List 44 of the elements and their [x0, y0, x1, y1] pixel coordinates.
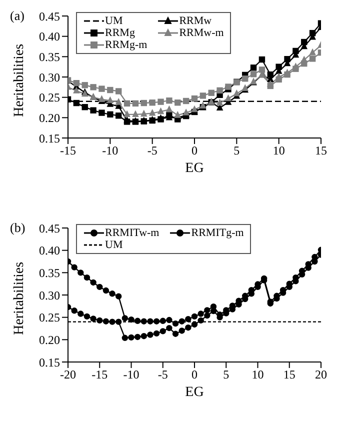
x-tick-label: -15	[60, 144, 76, 158]
y-tick-label: 0.25	[39, 90, 60, 105]
legend-label: RRMg	[105, 27, 135, 39]
x-axis-title: EG	[185, 385, 204, 400]
x-tick-label: -15	[92, 368, 108, 382]
y-tick-label: 0.30	[39, 70, 60, 84]
y-axis-title: Heritabilities	[12, 44, 27, 117]
x-tick-label: -10	[102, 144, 118, 158]
x-tick-label: 20	[315, 368, 327, 382]
legend-label: RRMw-m	[179, 27, 224, 39]
legend-label: UM	[105, 239, 123, 251]
y-tick-label: 0.30	[39, 288, 60, 302]
text: (b)	[10, 220, 26, 236]
x-axis-title: EG	[185, 161, 204, 176]
y-tick-label: 0.20	[39, 332, 60, 347]
y-tick-label: 0.35	[39, 50, 60, 64]
x-tick-label: -5	[158, 368, 168, 382]
y-tick-label: 0.40	[39, 244, 60, 258]
y-tick-label: 0.45	[39, 9, 60, 24]
y-tick-label: 0.35	[39, 266, 60, 280]
legend-label: RRMITg-m	[191, 227, 244, 239]
x-tick-label: 5	[223, 368, 230, 382]
legend-label: RRMw	[179, 15, 212, 27]
y-tick-label: 0.15	[39, 355, 60, 370]
x-tick-label: 15	[283, 368, 296, 382]
x-tick-label: -10	[123, 368, 140, 382]
x-tick-label: 15	[315, 144, 327, 158]
legend-label: RRMITw-m	[105, 227, 160, 239]
x-tick-label: 0	[192, 144, 198, 158]
y-tick-label: 0.20	[39, 110, 60, 125]
legend-label: RRMg-m	[105, 39, 148, 51]
y-tick-label: 0.25	[39, 310, 60, 325]
y-axis-title: Heritabilities	[12, 262, 27, 335]
y-tick-label: 0.45	[39, 221, 60, 236]
legend-label: UM	[105, 15, 123, 27]
x-tick-label: 10	[272, 144, 285, 158]
y-tick-label: 0.15	[39, 131, 60, 146]
x-tick-label: 5	[234, 144, 240, 158]
x-tick-label: 10	[252, 368, 264, 382]
x-tick-label: 0	[192, 368, 198, 382]
text: (a)	[10, 8, 24, 24]
x-tick-label: -20	[60, 368, 76, 382]
y-tick-label: 0.40	[39, 30, 60, 44]
x-tick-label: -5	[147, 144, 158, 158]
